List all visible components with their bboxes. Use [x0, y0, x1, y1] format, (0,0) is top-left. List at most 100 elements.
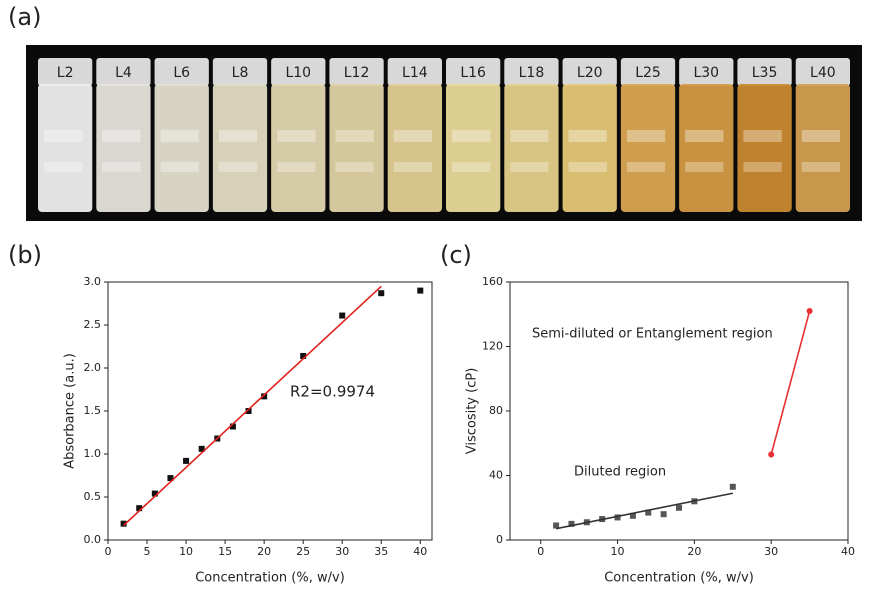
vial [387, 84, 442, 212]
data-point [339, 312, 346, 319]
data-point [645, 509, 652, 516]
y-tick-label: 3.0 [84, 275, 102, 288]
data-point [136, 505, 143, 512]
x-axis-label: Concentration (%, w/v) [195, 571, 345, 586]
y-tick-label: 2.0 [84, 361, 102, 374]
data-point [120, 520, 127, 527]
vial-shine [218, 162, 258, 172]
vial-shine [102, 162, 141, 172]
vial-shine [626, 130, 666, 142]
x-tick-label: 20 [687, 545, 701, 558]
x-axis-label: Concentration (%, w/v) [604, 571, 754, 586]
y-tick-label: 1.0 [84, 447, 102, 460]
vial-label: L20 [577, 65, 603, 81]
vial-cap [562, 58, 617, 86]
vial-cap [504, 58, 559, 86]
data-point [768, 451, 775, 458]
vial-shine [568, 162, 607, 172]
vial [504, 84, 559, 212]
y-tick-label: 160 [482, 275, 503, 288]
annotation: R2=0.9974 [290, 383, 375, 401]
vial-shine [510, 130, 549, 142]
vial-shine [801, 162, 840, 172]
y-tick-label: 80 [489, 404, 503, 417]
data-point [300, 352, 307, 359]
vial-shine [685, 162, 724, 172]
panel-label: (a) [8, 3, 41, 31]
vial [329, 84, 384, 212]
vial-label: L35 [752, 65, 778, 81]
y-tick-label: 40 [489, 469, 503, 482]
vial [96, 84, 151, 212]
data-point [151, 490, 158, 497]
vial-shine [335, 130, 374, 142]
x-tick-label: 40 [841, 545, 855, 558]
annotation: Diluted region [574, 465, 666, 480]
vial-label: L10 [285, 65, 311, 81]
data-point [261, 393, 268, 400]
vial-cap [737, 58, 792, 86]
vial-shine [626, 162, 666, 172]
vial-label: L25 [635, 65, 661, 81]
data-point [378, 290, 385, 297]
vial-cap [446, 58, 501, 86]
data-point [660, 511, 667, 518]
vial-label: L4 [115, 65, 132, 81]
vial-shine [510, 162, 549, 172]
photo-frame [26, 45, 862, 221]
data-point [553, 522, 560, 529]
vial [679, 84, 734, 212]
panel-label: (c) [440, 241, 472, 269]
data-point [417, 287, 424, 294]
vial-shine [452, 162, 491, 172]
data-point [198, 445, 205, 452]
x-tick-label: 0 [105, 545, 112, 558]
vial-cap [329, 58, 384, 86]
data-point [229, 423, 236, 430]
vial-label: L30 [693, 65, 719, 81]
vial [620, 84, 676, 212]
fit-line [770, 310, 811, 455]
fit-line [123, 285, 382, 526]
x-tick-label: 30 [764, 545, 778, 558]
vial-shine [568, 130, 607, 142]
vial-shine [685, 130, 724, 142]
vial-label: L8 [232, 65, 249, 81]
vial [795, 84, 850, 212]
x-tick-label: 20 [257, 545, 271, 558]
vial-shine [743, 130, 782, 142]
vial-cap [271, 58, 326, 86]
vial-shine [393, 130, 432, 142]
vial-label: L18 [519, 65, 545, 81]
vial-label: L40 [810, 65, 836, 81]
vial-cap [212, 58, 268, 86]
vial-cap [96, 58, 151, 86]
vial-shine [218, 130, 258, 142]
vial-cap [38, 58, 93, 86]
data-point [183, 457, 190, 464]
vial-shine [102, 130, 141, 142]
vial [212, 84, 268, 212]
panel-label: (b) [8, 241, 42, 269]
vial-shine [335, 162, 374, 172]
vial-cap [795, 58, 850, 86]
vial [38, 84, 93, 212]
vial-shine [277, 162, 316, 172]
y-tick-label: 2.5 [84, 318, 102, 331]
data-point [167, 475, 174, 482]
vial-cap [679, 58, 734, 86]
x-tick-label: 35 [374, 545, 388, 558]
annotation: Semi-diluted or Entanglement region [532, 327, 773, 342]
x-tick-label: 30 [335, 545, 349, 558]
vial-shine [160, 162, 199, 172]
vial-shine [801, 130, 840, 142]
vial-label: L6 [173, 65, 190, 81]
data-point [629, 512, 636, 519]
vial [737, 84, 792, 212]
vial-label: L14 [402, 65, 428, 81]
x-tick-label: 5 [144, 545, 151, 558]
vial-shine [743, 162, 782, 172]
x-tick-label: 0 [537, 545, 544, 558]
vial-cap [620, 58, 676, 86]
